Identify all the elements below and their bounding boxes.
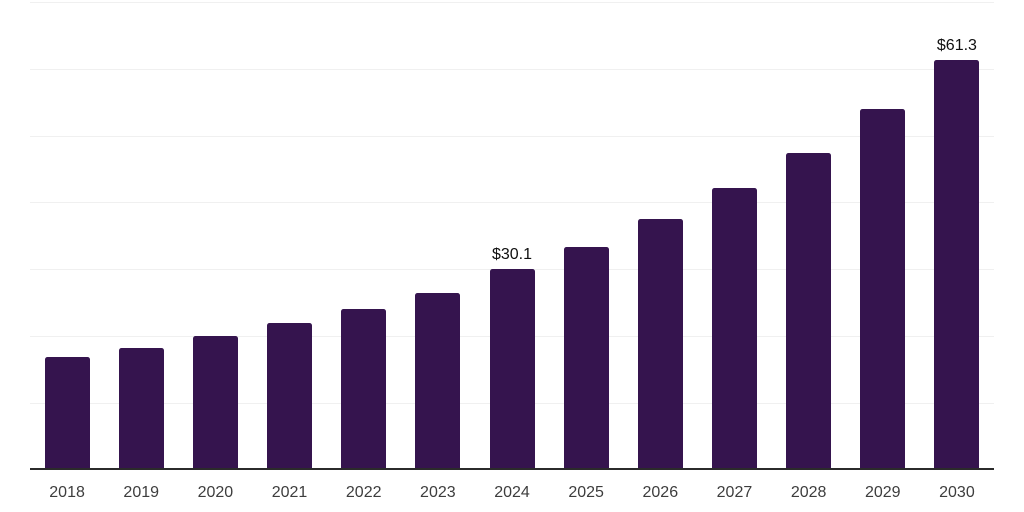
x-tick-label-2019: 2019 bbox=[123, 484, 160, 501]
gridline-60 bbox=[30, 68, 994, 70]
value-label-2024: $30.1 bbox=[491, 245, 533, 263]
bar-2023 bbox=[415, 292, 461, 470]
bar-2021 bbox=[267, 322, 313, 470]
x-tick-label-2018: 2018 bbox=[49, 484, 85, 501]
bar-2029 bbox=[860, 109, 906, 470]
gridline-70 bbox=[30, 1, 994, 3]
x-tick-label-2025: 2025 bbox=[568, 484, 604, 501]
x-tick-label-2020: 2020 bbox=[197, 484, 234, 501]
gridline-40 bbox=[30, 202, 994, 204]
bar-2027 bbox=[711, 187, 757, 470]
bar-2026 bbox=[637, 219, 683, 470]
bar-2025 bbox=[563, 246, 609, 470]
x-tick-label-2022: 2022 bbox=[345, 484, 382, 501]
bar-2020 bbox=[192, 335, 238, 470]
x-tick-label-2030: 2030 bbox=[939, 484, 975, 501]
x-tick-label-2023: 2023 bbox=[420, 484, 456, 501]
bar-2024 bbox=[489, 268, 535, 470]
gridline-50 bbox=[30, 135, 994, 137]
x-tick-label-2029: 2029 bbox=[864, 484, 901, 501]
x-axis-line bbox=[30, 468, 994, 470]
x-tick-label-2021: 2021 bbox=[271, 484, 308, 501]
bar-2019 bbox=[118, 347, 164, 470]
value-label-2030: $61.3 bbox=[936, 36, 977, 54]
x-tick-label-2028: 2028 bbox=[790, 484, 827, 501]
x-tick-label-2026: 2026 bbox=[642, 484, 679, 501]
bar-2018 bbox=[44, 356, 90, 470]
bar-2028 bbox=[786, 152, 832, 470]
x-tick-label-2024: 2024 bbox=[494, 484, 530, 501]
bar-2030 bbox=[934, 59, 980, 470]
x-tick-label-2027: 2027 bbox=[716, 484, 753, 501]
bar-2022 bbox=[341, 309, 387, 470]
